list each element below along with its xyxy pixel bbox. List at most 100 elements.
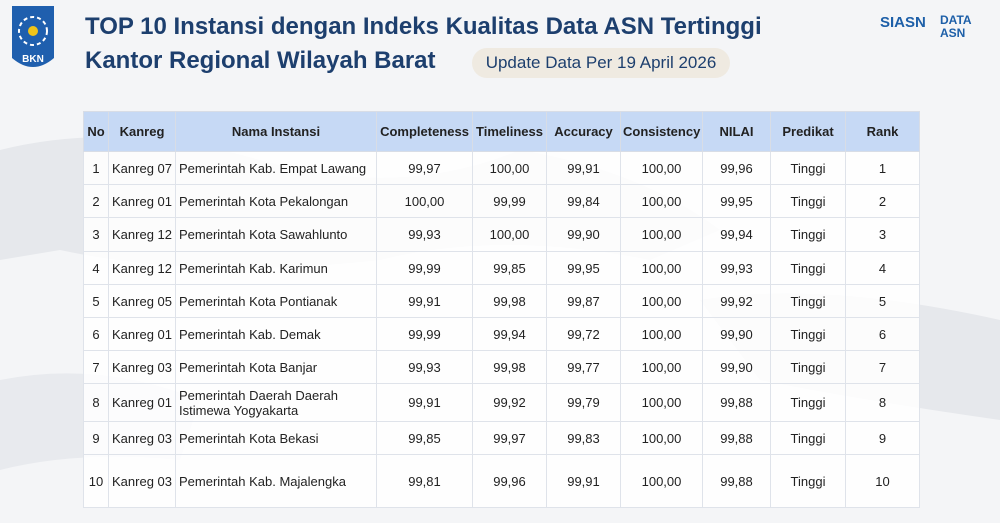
subtitle: Kantor Regional Wilayah Barat (85, 47, 436, 74)
table-cell: Pemerintah Kota Banjar (175, 350, 377, 384)
table-cell: 99,91 (546, 454, 621, 508)
table-cell: Tinggi (770, 350, 846, 384)
table-cell: 99,97 (376, 151, 473, 185)
table-cell: 99,81 (376, 454, 473, 508)
table-cell: 100,00 (472, 151, 547, 185)
table-cell: Tinggi (770, 251, 846, 285)
table-cell: Pemerintah Kab. Empat Lawang (175, 151, 377, 185)
table-cell: 99,95 (546, 251, 621, 285)
table-cell: 99,96 (472, 454, 547, 508)
table-cell: 99,93 (702, 251, 771, 285)
table-cell: 99,98 (472, 284, 547, 318)
column-header: Completeness (376, 111, 473, 152)
table-cell: 100,00 (620, 151, 703, 185)
table-cell: 6 (845, 317, 920, 351)
table-cell: 2 (845, 184, 920, 218)
table-row: 5 Kanreg 05 Pemerintah Kota Pontianak 99,91… (83, 284, 920, 318)
table-cell: 100,00 (620, 421, 703, 455)
table-cell: 99,79 (546, 383, 621, 422)
table-cell: Kanreg 12 (108, 251, 176, 285)
column-header: Timeliness (472, 111, 547, 152)
table-cell: 6 (83, 317, 109, 351)
table-cell: 99,92 (702, 284, 771, 318)
table-cell: Kanreg 01 (108, 383, 176, 422)
table-cell: Tinggi (770, 317, 846, 351)
column-header: No (83, 111, 109, 152)
table-body: 1 Kanreg 07 Pemerintah Kab. Empat Lawang 99… (83, 151, 920, 508)
table-cell: 100,00 (620, 217, 703, 252)
table-cell: 99,87 (546, 284, 621, 318)
table-cell: Pemerintah Kota Pekalongan (175, 184, 377, 218)
table-row: 1 Kanreg 07 Pemerintah Kab. Empat Lawang 99… (83, 151, 920, 185)
table-cell: 99,99 (472, 184, 547, 218)
table-cell: 10 (845, 454, 920, 508)
table-cell: 7 (845, 350, 920, 384)
table-cell: Tinggi (770, 383, 846, 422)
table-row: 8 Kanreg 01 Pemerintah Daerah Daerah Istim… (83, 383, 920, 422)
table-cell: 8 (845, 383, 920, 422)
table-cell: 99,77 (546, 350, 621, 384)
table-cell: 99,83 (546, 421, 621, 455)
table-cell: 99,90 (546, 217, 621, 252)
table-row: 3 Kanreg 12 Pemerintah Kota Sawahlunto 99,9… (83, 217, 920, 252)
table-cell: 3 (83, 217, 109, 252)
column-header: Consistency (620, 111, 703, 152)
table-cell: 10 (83, 454, 109, 508)
table-cell: 2 (83, 184, 109, 218)
ranking-table: No Kanreg Nama Instansi Completeness Timelin… (83, 111, 920, 508)
table-cell: Pemerintah Kab. Demak (175, 317, 377, 351)
table-cell: 8 (83, 383, 109, 422)
table-cell: 100,00 (620, 383, 703, 422)
column-header: Nama Instansi (175, 111, 377, 152)
table-row: 10 Kanreg 03 Pemerintah Kab. Majalengka 99,… (83, 454, 920, 508)
table-cell: 99,91 (376, 284, 473, 318)
table-cell: 3 (845, 217, 920, 252)
column-header: Rank (845, 111, 920, 152)
table-cell: Tinggi (770, 421, 846, 455)
table-cell: 1 (83, 151, 109, 185)
table-cell: 99,88 (702, 454, 771, 508)
table-row: 6 Kanreg 01 Pemerintah Kab. Demak 99,99 99,9… (83, 317, 920, 351)
table-cell: 99,92 (472, 383, 547, 422)
table-cell: Pemerintah Kab. Majalengka (175, 454, 377, 508)
table-cell: Kanreg 03 (108, 454, 176, 508)
table-cell: 99,84 (546, 184, 621, 218)
table-cell: 99,72 (546, 317, 621, 351)
table-cell: 99,85 (376, 421, 473, 455)
table-cell: Pemerintah Kab. Karimun (175, 251, 377, 285)
table-cell: 5 (845, 284, 920, 318)
logo-text: BKN (22, 54, 44, 65)
table-cell: Pemerintah Kota Pontianak (175, 284, 377, 318)
table-cell: 99,97 (472, 421, 547, 455)
table-cell: Pemerintah Kota Sawahlunto (175, 217, 377, 252)
table-cell: 9 (845, 421, 920, 455)
brand-siasn: SIASN (880, 14, 926, 31)
table-cell: 100,00 (620, 317, 703, 351)
table-cell: Pemerintah Kota Bekasi (175, 421, 377, 455)
table-cell: Tinggi (770, 151, 846, 185)
table-cell: 99,90 (702, 317, 771, 351)
table-cell: Pemerintah Daerah Daerah Istimewa Yogyak… (175, 383, 377, 422)
column-header: Accuracy (546, 111, 621, 152)
bkn-logo: BKN (12, 6, 54, 67)
table-cell: 4 (845, 251, 920, 285)
table-cell: Kanreg 12 (108, 217, 176, 252)
column-header: Kanreg (108, 111, 176, 152)
table-cell: Kanreg 07 (108, 151, 176, 185)
table-cell: 99,91 (546, 151, 621, 185)
table-cell: 5 (83, 284, 109, 318)
table-row: 7 Kanreg 03 Pemerintah Kota Banjar 99,93 99,… (83, 350, 920, 384)
table-cell: 99,88 (702, 383, 771, 422)
table-cell: 99,85 (472, 251, 547, 285)
table-cell: 99,99 (376, 251, 473, 285)
table-cell: 100,00 (620, 251, 703, 285)
table-row: 9 Kanreg 03 Pemerintah Kota Bekasi 99,85 99,… (83, 421, 920, 455)
table-cell: 1 (845, 151, 920, 185)
table-cell: 99,93 (376, 217, 473, 252)
table-row: 4 Kanreg 12 Pemerintah Kab. Karimun 99,99 99… (83, 251, 920, 285)
update-badge: Update Data Per 19 April 2026 (472, 48, 730, 78)
table-cell: Kanreg 05 (108, 284, 176, 318)
table-cell: 99,88 (702, 421, 771, 455)
brand-data-asn: DATA ASN (940, 13, 972, 40)
